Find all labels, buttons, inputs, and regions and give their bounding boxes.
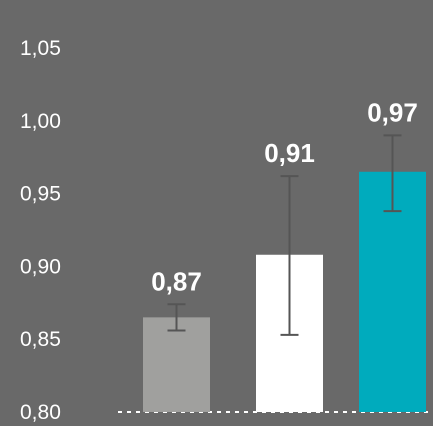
data-labels-group: 0,87 0,91 0,97 [151, 97, 418, 296]
y-axis-tick-labels: 1,05 1,00 0,95 0,90 0,85 0,80 [20, 37, 61, 424]
y-tick-label: 0,80 [20, 401, 61, 424]
bar [143, 317, 210, 412]
bar-value-label: 0,91 [264, 138, 315, 168]
error-bars-group [167, 134, 402, 336]
bar-value-label: 0,97 [367, 97, 418, 127]
y-tick-label: 0,90 [20, 255, 61, 278]
y-tick-label: 0,85 [20, 328, 61, 351]
y-tick-label: 1,00 [20, 110, 61, 133]
y-tick-label: 0,95 [20, 183, 61, 206]
y-tick-label: 1,05 [20, 37, 61, 60]
bar-value-label: 0,87 [151, 266, 202, 296]
